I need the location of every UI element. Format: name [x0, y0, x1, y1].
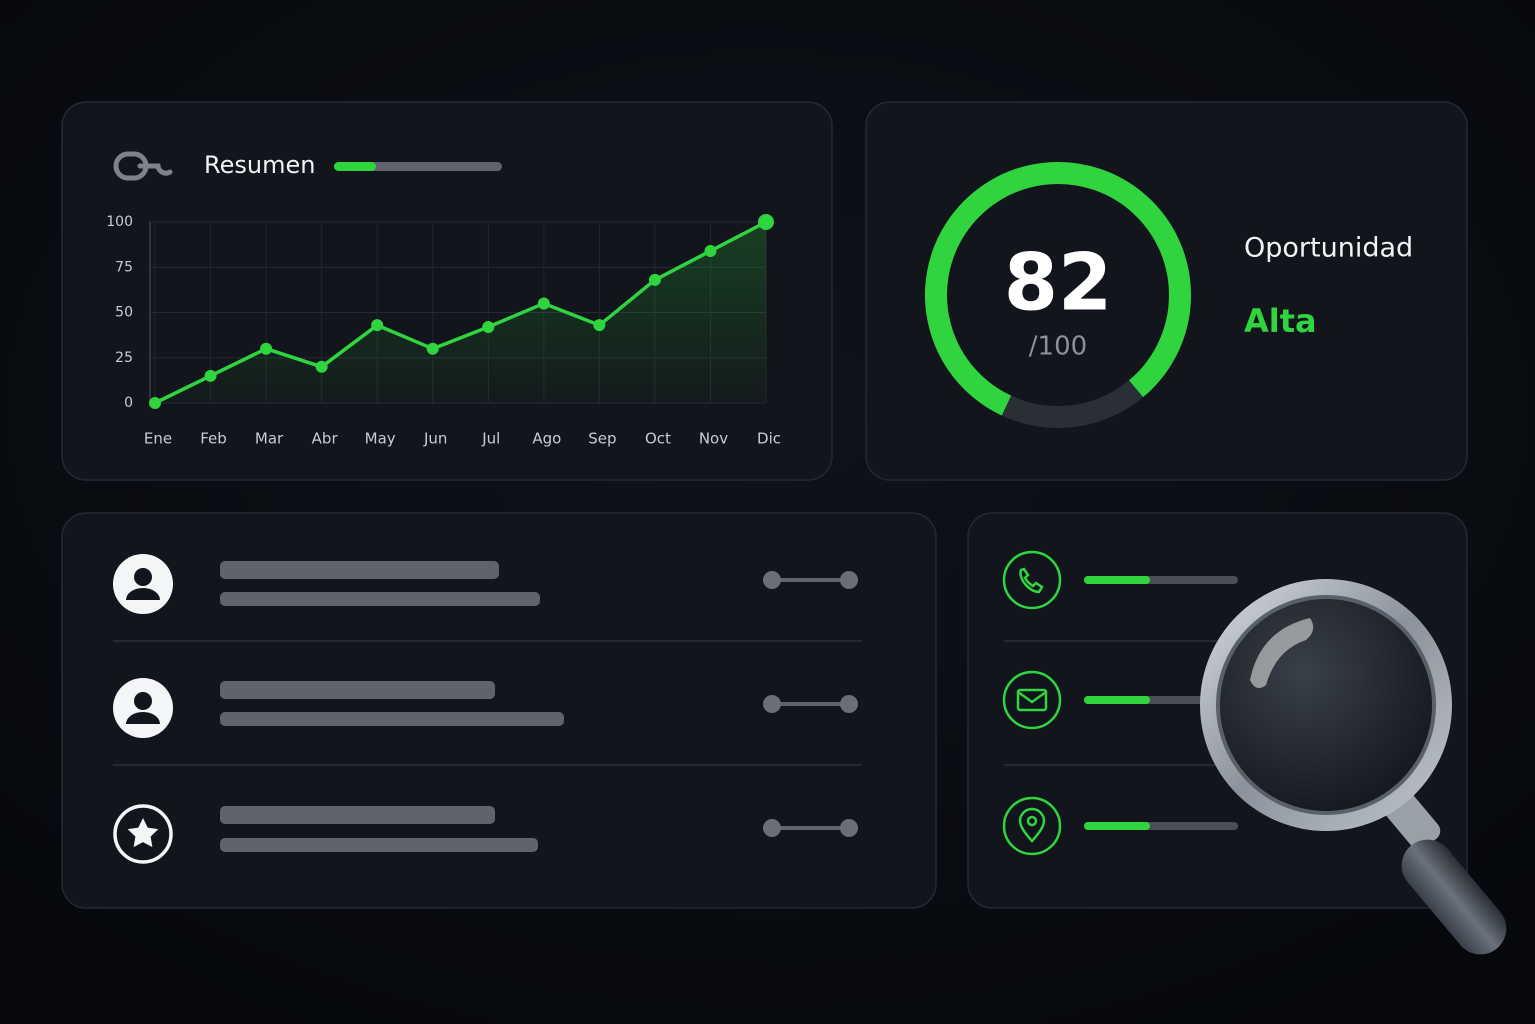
magnifier [1200, 579, 1507, 955]
summary-progress-track [334, 162, 502, 171]
line-area [155, 222, 766, 403]
y-tick-label: 0 [124, 395, 133, 411]
data-point [704, 244, 717, 257]
bar-fill [1084, 696, 1150, 704]
phone-glyph [1019, 567, 1044, 594]
list [113, 554, 862, 864]
data-point [260, 342, 273, 355]
x-tick-label: Dic [757, 430, 781, 448]
x-tick-label: May [365, 430, 396, 448]
toggle-knob[interactable] [840, 695, 858, 713]
contact-bars [1004, 576, 1240, 830]
location-glyph [1026, 815, 1038, 827]
summary-icon [113, 151, 173, 181]
data-point [371, 319, 384, 332]
location-icon[interactable] [1002, 796, 1062, 856]
x-tick-label: Feb [200, 430, 227, 448]
x-tick-label: Mar [255, 430, 284, 448]
data-point [204, 369, 217, 382]
chart-title: Resumen [204, 151, 315, 179]
x-tick-label: Ago [532, 430, 561, 448]
data-point [149, 397, 161, 409]
gauge-arc [925, 162, 1191, 416]
data-point [593, 319, 606, 332]
data-point [482, 320, 495, 333]
score-max: /100 [1029, 332, 1087, 362]
toggle-knob[interactable] [763, 819, 781, 837]
star [127, 818, 159, 848]
user-icon-head [134, 692, 152, 710]
magnifier-lens [1216, 595, 1436, 815]
data-point [648, 273, 661, 286]
toggle-knob[interactable] [763, 571, 781, 589]
x-tick-label: Oct [645, 430, 671, 448]
y-tick-label: 50 [115, 305, 133, 321]
star-icon [113, 804, 173, 864]
placeholder [220, 712, 564, 726]
placeholder [220, 806, 495, 824]
contacts [1002, 550, 1062, 856]
x-tick-label: Jun [423, 430, 447, 448]
location-glyph [1018, 807, 1046, 843]
score-value: 82 [1004, 238, 1113, 328]
user-icon-head [134, 568, 152, 586]
user-icon-body [126, 712, 160, 724]
score-level: Alta [1244, 302, 1317, 340]
bar-fill [1084, 822, 1150, 830]
toggle-knob[interactable] [840, 571, 858, 589]
mail-icon[interactable] [1002, 670, 1062, 730]
mail-glyph [1016, 688, 1048, 712]
mail-glyph [1017, 690, 1047, 704]
placeholder [220, 561, 499, 579]
y-tick-label: 75 [115, 259, 133, 275]
x-tick-label: Nov [699, 430, 728, 448]
user-icon-body [126, 588, 160, 600]
y-tick-label: 100 [106, 214, 133, 230]
toggle-knob[interactable] [763, 695, 781, 713]
summary-progress-fill [334, 162, 376, 171]
data-point [537, 297, 550, 310]
line [154, 220, 767, 405]
lens-glare [1250, 618, 1314, 689]
placeholder [220, 838, 538, 852]
x-tick-label: Abr [312, 430, 339, 448]
x-tick-label: Sep [588, 430, 616, 448]
x-tick-label: Ene [144, 430, 172, 448]
data-point [758, 214, 774, 230]
placeholder [220, 681, 495, 699]
data-point [426, 342, 439, 355]
score-card [865, 101, 1468, 481]
phone-icon[interactable] [1002, 550, 1062, 610]
toggle-knob[interactable] [840, 819, 858, 837]
x-tick-label: Jul [481, 430, 500, 448]
placeholder [220, 592, 540, 606]
y-tick-label: 25 [115, 350, 133, 366]
data-point [315, 360, 328, 373]
bar-fill [1084, 576, 1150, 584]
magnifier-handle [1401, 839, 1507, 955]
score-label: Oportunidad [1244, 233, 1413, 264]
